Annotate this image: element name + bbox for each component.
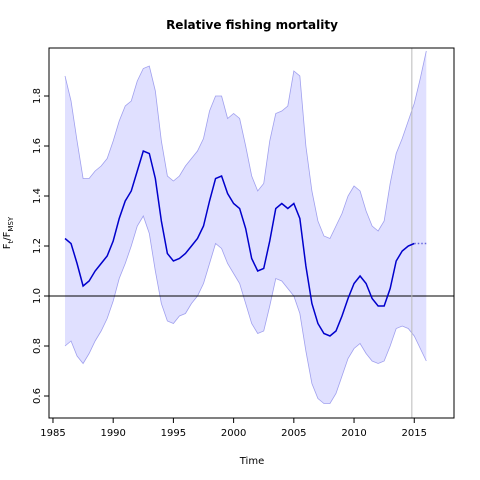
y-tick-label: 1.2 (32, 238, 43, 254)
x-tick-label: 1995 (161, 428, 186, 439)
x-tick-label: 2010 (341, 428, 366, 439)
x-tick-label: 2005 (281, 428, 306, 439)
y-tick-label: 1.0 (32, 288, 43, 304)
x-tick-label: 1990 (100, 428, 125, 439)
y-axis-label: Ft/FMSY (2, 216, 15, 249)
y-label-part: MSY (7, 216, 15, 231)
y-tick-label: 0.6 (32, 388, 43, 404)
band-edge (64, 215, 427, 404)
y-label-part: F (2, 243, 13, 249)
series-line (64, 149, 415, 337)
y-tick-label: 1.6 (32, 138, 43, 154)
y-tick-label: 1.4 (32, 188, 43, 204)
chart-title: Relative fishing mortality (166, 18, 338, 32)
y-label-part: t (7, 240, 15, 243)
y-tick-label: 0.8 (32, 338, 43, 354)
y-label-part: /F (2, 231, 13, 240)
band-edge (64, 50, 427, 240)
x-axis-label: Time (239, 456, 264, 467)
x-tick-label: 2000 (221, 428, 246, 439)
y-tick-label: 1.8 (32, 88, 43, 104)
plot-frame (48, 47, 455, 419)
x-tick-label: 1985 (40, 428, 65, 439)
x-tick-label: 2015 (402, 428, 427, 439)
